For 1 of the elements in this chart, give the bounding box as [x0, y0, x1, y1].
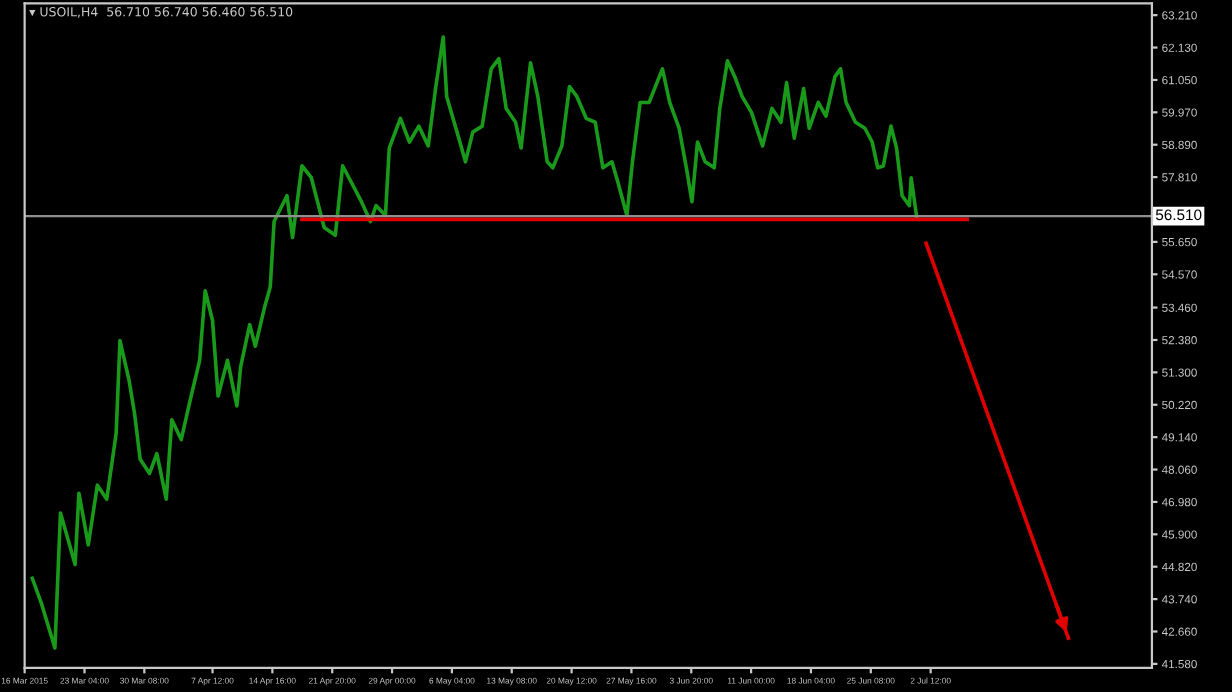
line-series [30, 35, 919, 650]
